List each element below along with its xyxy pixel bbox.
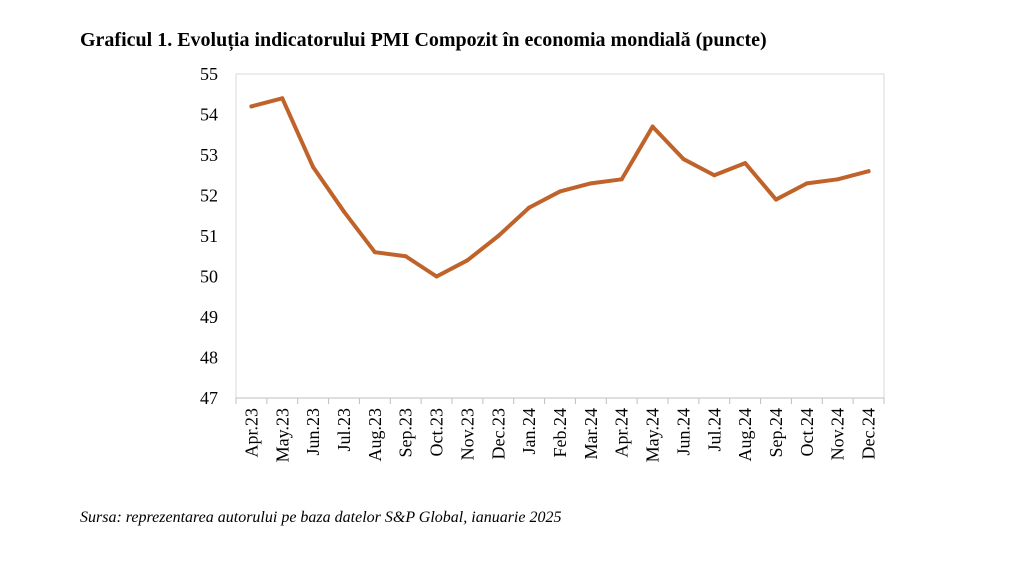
x-tick-label: Dec.23 — [488, 408, 508, 459]
x-tick-label: Apr.23 — [241, 408, 261, 458]
data-point — [835, 177, 840, 182]
data-point — [681, 157, 686, 162]
x-tick-label: May.24 — [643, 408, 663, 462]
series-line-pmi — [249, 96, 871, 279]
y-tick-label: 48 — [200, 348, 218, 368]
data-point — [619, 177, 624, 182]
data-point — [249, 104, 254, 109]
x-tick-label: Oct.24 — [797, 408, 817, 457]
data-point — [342, 209, 346, 214]
data-point — [372, 250, 377, 255]
x-tick-label: Jul.23 — [334, 408, 354, 452]
y-tick-label: 50 — [200, 267, 218, 287]
x-tick-label: Nov.24 — [828, 408, 848, 460]
data-point — [496, 234, 501, 238]
plot-frame — [235, 73, 885, 399]
data-point — [650, 124, 655, 129]
x-tick-label: Oct.23 — [427, 408, 447, 457]
data-points — [249, 96, 871, 279]
x-tick-label: Jul.24 — [704, 408, 724, 452]
x-tick-label: Sep.23 — [396, 408, 416, 458]
y-tick-label: 51 — [200, 226, 218, 246]
data-point — [866, 169, 871, 174]
data-point — [558, 189, 562, 194]
y-tick-label: 49 — [200, 307, 218, 327]
x-tick-label: Apr.24 — [612, 408, 632, 458]
y-tick-label: 47 — [200, 388, 218, 408]
x-tick-label: Aug.23 — [365, 408, 385, 462]
x-tick-label: Mar.24 — [581, 408, 601, 460]
data-point — [804, 181, 809, 186]
chart-title: Graficul 1. Evoluția indicatorului PMI C… — [80, 29, 767, 51]
data-point — [774, 197, 778, 202]
data-point — [280, 96, 285, 101]
x-tick-label: Nov.23 — [457, 408, 477, 460]
data-point — [743, 161, 748, 166]
x-tick-label: Aug.24 — [735, 408, 755, 462]
y-axis: 47 48 49 50 51 52 53 54 55 — [200, 64, 218, 408]
y-tick-label: 55 — [200, 64, 218, 84]
data-point — [465, 258, 470, 263]
x-tick-label: Jun.23 — [303, 408, 323, 456]
data-point — [403, 254, 408, 259]
x-axis: Apr.23 May.23 Jun.23 Jul.23 Aug.23 Sep.23 Oct.… — [235, 398, 885, 462]
y-tick-label: 53 — [200, 145, 218, 165]
x-tick-label: Jun.24 — [673, 408, 693, 456]
x-tick-label: Jan.24 — [519, 408, 539, 455]
data-point — [712, 173, 717, 178]
data-point — [527, 205, 532, 210]
y-tick-label: 54 — [200, 105, 218, 125]
x-tick-label: May.23 — [272, 408, 292, 462]
x-tick-label: Feb.24 — [550, 408, 570, 458]
data-point — [588, 181, 593, 186]
y-tick-label: 52 — [200, 186, 218, 206]
source-note: Sursa: reprezentarea autorului pe baza d… — [80, 509, 562, 526]
x-tick-label: Dec.24 — [859, 408, 879, 459]
data-point — [434, 274, 439, 279]
data-point — [311, 165, 316, 170]
x-tick-label: Sep.24 — [766, 408, 786, 458]
